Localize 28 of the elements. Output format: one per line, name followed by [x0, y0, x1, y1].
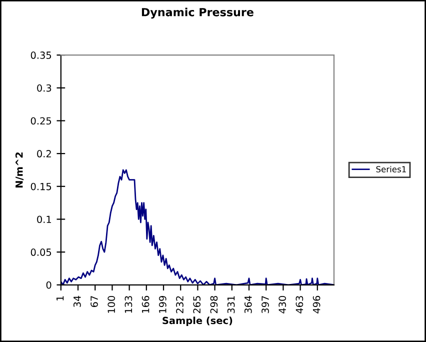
y-tick-label: 0.35 — [30, 52, 52, 59]
x-tick-label: 34 — [73, 296, 81, 307]
x-tick-label: 397 — [262, 296, 269, 314]
x-tick-label: 67 — [90, 296, 98, 307]
x-tick-label: 298 — [210, 296, 218, 314]
x-tick-label: 463 — [296, 296, 304, 314]
x-axis-title: Sample (sec) — [162, 316, 232, 326]
chart-title: Dynamic Pressure — [142, 8, 254, 19]
x-tick-label: 331 — [227, 296, 235, 314]
x-tick-label: 496 — [312, 296, 320, 314]
x-tick-label: 232 — [176, 296, 184, 314]
y-tick-label: 0.2 — [37, 150, 51, 158]
y-tick-label: 0.05 — [30, 248, 52, 256]
x-tick-label: 133 — [124, 296, 132, 313]
y-tick-label: 0.1 — [37, 216, 51, 224]
x-tick-label: 100 — [108, 296, 116, 313]
y-axis-title: N/m^2 — [15, 152, 24, 188]
x-tick-label: 364 — [244, 296, 252, 314]
y-tick-label: 0.25 — [30, 117, 52, 125]
legend-label: Series1 — [376, 166, 406, 172]
x-tick-label: 1 — [56, 296, 64, 300]
x-tick-label: 430 — [278, 296, 286, 314]
y-tick-label: 0 — [46, 281, 52, 289]
x-tick-label: 199 — [158, 296, 166, 313]
x-tick-label: 265 — [193, 296, 201, 314]
y-tick-label: 0.15 — [30, 182, 52, 190]
y-tick-label: 0.3 — [37, 84, 52, 92]
x-tick-label: 166 — [142, 296, 150, 313]
